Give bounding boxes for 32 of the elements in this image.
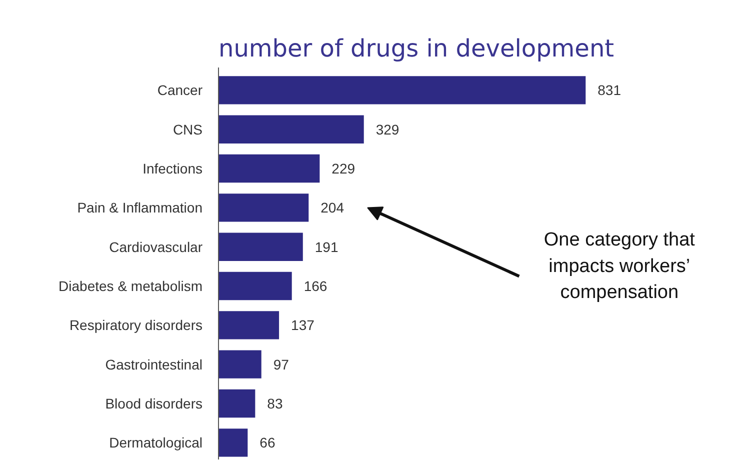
bar xyxy=(218,115,364,144)
bar xyxy=(218,350,262,378)
chart-title: number of drugs in development xyxy=(218,34,614,62)
y-tick-label: Respiratory disorders xyxy=(69,317,203,334)
bar xyxy=(218,232,303,261)
bar xyxy=(218,154,320,183)
bar xyxy=(218,389,256,418)
annotation: One category that impacts workers’ compensation xyxy=(544,230,696,304)
data-label: 329 xyxy=(376,121,400,138)
bar xyxy=(218,428,248,457)
y-tick-label: Blood disorders xyxy=(105,396,203,412)
y-tick-label: Gastrointestinal xyxy=(105,356,203,372)
data-label: 204 xyxy=(320,200,344,216)
data-label: 831 xyxy=(598,82,622,98)
bar xyxy=(218,194,309,222)
bar xyxy=(218,272,292,300)
data-label: 166 xyxy=(304,278,328,294)
y-tick-label: Dermatological xyxy=(109,434,203,451)
bar xyxy=(218,311,280,340)
data-label: 137 xyxy=(291,317,315,334)
bar xyxy=(218,76,586,104)
data-label: 83 xyxy=(267,396,283,412)
y-tick-label: Cardiovascular xyxy=(109,238,203,255)
data-label: 97 xyxy=(273,356,290,372)
y-tick-label: Diabetes & metabolism xyxy=(58,278,202,294)
data-label: 229 xyxy=(332,160,356,177)
data-label: 191 xyxy=(314,238,338,255)
y-tick-label: Pain & Inflammation xyxy=(77,200,203,216)
y-tick-label: Cancer xyxy=(157,82,203,98)
y-tick-label: Infections xyxy=(142,160,203,177)
data-label: 66 xyxy=(260,434,276,451)
y-tick-label: CNS xyxy=(172,121,203,138)
